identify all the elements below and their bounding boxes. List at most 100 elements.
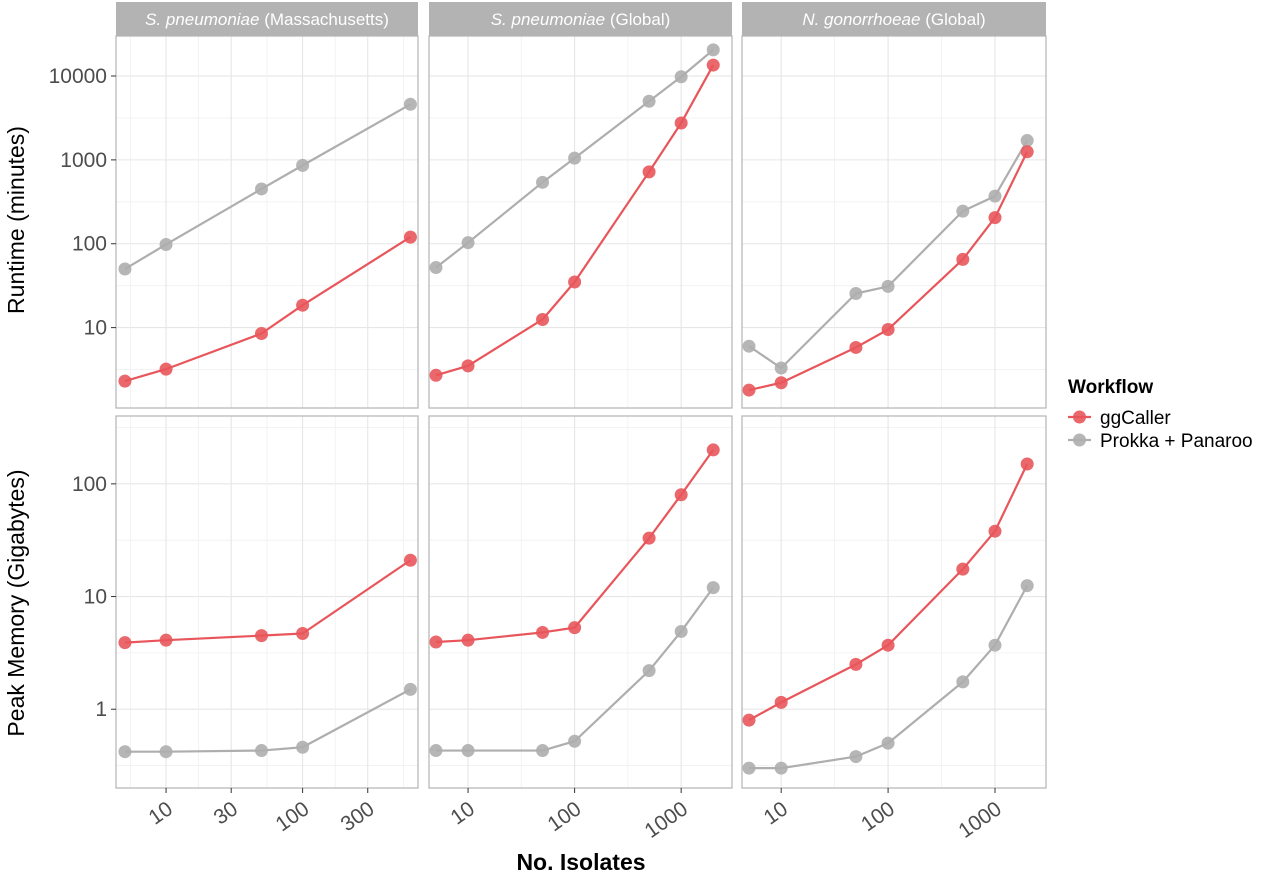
legend-item-prokka-panaroo: Prokka + Panaroo bbox=[1068, 431, 1253, 452]
data-point-ggcaller bbox=[536, 312, 550, 326]
data-point-prokka-panaroo bbox=[956, 675, 970, 689]
gridlines bbox=[742, 416, 1046, 788]
data-point-prokka-panaroo bbox=[706, 581, 720, 595]
panel-runtime-s-pneumoniae-massachusetts: S. pneumoniae (Massachusetts) 10 100 1000 10… bbox=[49, 2, 419, 409]
facet-strip-dataset: (Global) bbox=[605, 10, 670, 29]
data-point-prokka-panaroo bbox=[988, 189, 1002, 203]
data-point-prokka-panaroo bbox=[296, 158, 310, 172]
data-point-ggcaller bbox=[254, 327, 268, 341]
facet-strip-species: S. pneumoniae bbox=[491, 10, 605, 29]
gridlines bbox=[742, 36, 1046, 408]
data-point-ggcaller bbox=[536, 625, 550, 639]
data-point-ggcaller bbox=[296, 626, 310, 640]
data-point-ggcaller bbox=[881, 322, 895, 336]
panel-memory-s-pneumoniae-global: 10 100 1000 bbox=[428, 415, 733, 843]
data-point-ggcaller bbox=[159, 362, 173, 376]
series-group bbox=[118, 553, 417, 759]
data-point-ggcaller bbox=[159, 633, 173, 647]
x-tick-label: 300 bbox=[337, 797, 379, 836]
legend-key-point-ggcaller bbox=[1073, 410, 1086, 424]
data-point-ggcaller bbox=[642, 165, 656, 179]
panel-background bbox=[429, 36, 732, 408]
data-point-ggcaller bbox=[461, 633, 475, 647]
data-point-prokka-panaroo bbox=[429, 261, 443, 275]
series-group bbox=[429, 443, 720, 758]
facet-strip bbox=[116, 2, 418, 36]
data-point-ggcaller bbox=[429, 368, 443, 382]
x-tick-label: 100 bbox=[544, 797, 586, 836]
data-point-prokka-panaroo bbox=[774, 361, 788, 375]
data-point-ggcaller bbox=[118, 636, 132, 650]
panel-runtime-s-pneumoniae-global: S. pneumoniae (Global) bbox=[428, 2, 733, 409]
y-tick-label: 1 bbox=[95, 698, 107, 721]
data-point-prokka-panaroo bbox=[881, 736, 895, 750]
data-point-prokka-panaroo bbox=[988, 638, 1002, 652]
facet-strip-label: S. pneumoniae (Global) bbox=[491, 10, 671, 29]
legend-label-prokka-panaroo: Prokka + Panaroo bbox=[1100, 431, 1253, 452]
data-point-prokka-panaroo bbox=[1020, 134, 1034, 148]
x-tick-label: 1000 bbox=[641, 797, 692, 843]
data-point-ggcaller bbox=[429, 635, 443, 649]
data-point-ggcaller bbox=[403, 230, 417, 244]
data-point-ggcaller bbox=[568, 275, 582, 289]
data-point-ggcaller bbox=[849, 340, 863, 354]
data-point-ggcaller bbox=[742, 713, 756, 727]
panel-memory-n-gonorrhoeae-global: 10 100 1000 bbox=[741, 415, 1047, 843]
data-point-ggcaller bbox=[774, 376, 788, 390]
data-point-ggcaller bbox=[118, 374, 132, 388]
data-point-ggcaller bbox=[461, 359, 475, 373]
data-point-ggcaller bbox=[1020, 457, 1034, 471]
data-point-prokka-panaroo bbox=[403, 97, 417, 111]
data-point-prokka-panaroo bbox=[536, 175, 550, 189]
chart-panels: S. pneumoniae (Massachusetts) 10 100 1000 10… bbox=[49, 2, 1047, 843]
data-point-ggcaller bbox=[403, 553, 417, 567]
data-point-prokka-panaroo bbox=[461, 236, 475, 250]
legend-label-ggcaller: ggCaller bbox=[1100, 408, 1171, 429]
data-point-prokka-panaroo bbox=[742, 339, 756, 353]
panel-runtime-n-gonorrhoeae-global: N. gonorrhoeae (Global) bbox=[741, 2, 1047, 409]
data-point-prokka-panaroo bbox=[429, 744, 443, 758]
data-point-prokka-panaroo bbox=[254, 182, 268, 196]
gridlines bbox=[116, 416, 418, 788]
facet-strip-species: S. pneumoniae bbox=[145, 10, 259, 29]
gridlines bbox=[429, 36, 732, 408]
data-point-ggcaller bbox=[706, 58, 720, 72]
data-point-prokka-panaroo bbox=[674, 70, 688, 84]
data-point-ggcaller bbox=[1020, 145, 1034, 159]
data-point-ggcaller bbox=[881, 638, 895, 652]
data-point-prokka-panaroo bbox=[1020, 579, 1034, 593]
data-point-ggcaller bbox=[568, 621, 582, 635]
x-tick-label: 30 bbox=[210, 797, 242, 829]
x-tick-label: 100 bbox=[857, 797, 899, 836]
x-tick-label: 1000 bbox=[954, 797, 1005, 843]
data-point-prokka-panaroo bbox=[642, 664, 656, 678]
panel-memory-s-pneumoniae-massachusetts: 1 10 100 10 30 100 300 bbox=[72, 415, 419, 836]
data-point-prokka-panaroo bbox=[881, 279, 895, 293]
y-tick-label: 100 bbox=[72, 233, 107, 256]
data-point-ggcaller bbox=[296, 298, 310, 312]
facet-strip-label: S. pneumoniae (Massachusetts) bbox=[145, 10, 389, 29]
gridlines bbox=[429, 416, 732, 788]
data-point-prokka-panaroo bbox=[642, 94, 656, 108]
facet-strip-label: N. gonorrhoeae (Global) bbox=[802, 10, 985, 29]
gridlines bbox=[116, 36, 418, 408]
data-point-ggcaller bbox=[642, 531, 656, 545]
data-point-prokka-panaroo bbox=[159, 237, 173, 251]
data-point-ggcaller bbox=[988, 211, 1002, 225]
data-point-ggcaller bbox=[956, 252, 970, 266]
data-point-ggcaller bbox=[674, 488, 688, 502]
series-group bbox=[742, 457, 1034, 775]
y-axis-title-memory: Peak Memory (Gigabytes) bbox=[3, 469, 29, 736]
data-point-prokka-panaroo bbox=[774, 761, 788, 775]
legend-key-point-prokka-panaroo bbox=[1073, 433, 1086, 447]
y-axis-title-runtime: Runtime (minutes) bbox=[3, 126, 29, 314]
facet-strip-species: N. gonorrhoeae bbox=[802, 10, 920, 29]
data-point-ggcaller bbox=[988, 524, 1002, 538]
data-point-prokka-panaroo bbox=[118, 262, 132, 276]
panel-border bbox=[428, 415, 733, 789]
y-tick-label: 10 bbox=[84, 586, 107, 609]
data-point-ggcaller bbox=[706, 443, 720, 457]
data-point-ggcaller bbox=[674, 116, 688, 130]
data-point-ggcaller bbox=[742, 383, 756, 397]
